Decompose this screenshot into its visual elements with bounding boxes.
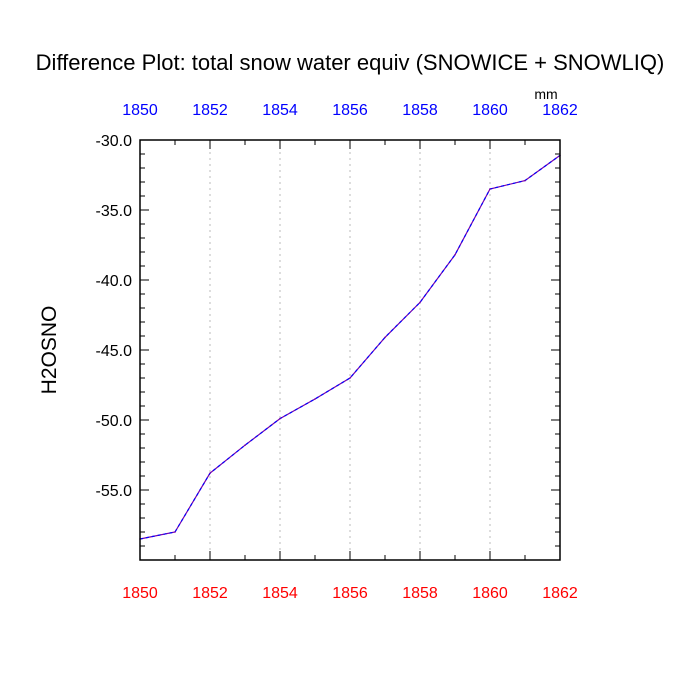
- x-top-tick-label: 1850: [122, 102, 158, 119]
- x-top-tick-label: 1858: [402, 102, 438, 119]
- data-point-1854: [279, 417, 281, 420]
- x-bottom-tick-label: 1860: [472, 585, 508, 602]
- x-bottom-tick-label: 1856: [332, 585, 368, 602]
- data-point-1860: [489, 188, 491, 190]
- chart-title: Difference Plot: total snow water equiv …: [36, 50, 665, 75]
- y-axis-label: H2OSNO: [38, 306, 61, 395]
- data-point-1855: [314, 398, 316, 400]
- data-point-1858: [419, 301, 421, 304]
- data-point-1852: [209, 472, 211, 475]
- grid-lines: [209, 140, 491, 560]
- data-point-1857: [384, 336, 386, 339]
- x-top-tick-label: 1854: [262, 102, 298, 119]
- tick-labels: -30.0 -35.0 -40.0 -45.0 -50.0 -55.0 1850 1850 18…: [96, 102, 578, 602]
- x-bottom-tick-label: 1852: [192, 585, 228, 602]
- data-point-1859: [454, 254, 456, 256]
- x-top-tick-label: 1856: [332, 102, 368, 119]
- y-tick-label: -35.0: [96, 203, 133, 220]
- y-tick-label: -30.0: [96, 133, 133, 150]
- plot-frame: [139, 139, 561, 561]
- units-label: mm: [534, 86, 557, 102]
- x-bottom-tick-label: 1862: [542, 585, 578, 602]
- x-top-tick-label: 1852: [192, 102, 228, 119]
- x-bottom-tick-label: 1854: [262, 585, 298, 602]
- y-tick-label: -45.0: [96, 343, 133, 360]
- y-tick-label: -40.0: [96, 273, 133, 290]
- data-point-1853: [244, 444, 246, 447]
- x-bottom-tick-label: 1858: [402, 585, 438, 602]
- x-top-tick-label: 1862: [542, 102, 578, 119]
- data-point-1861: [524, 179, 526, 182]
- data-point-1851: [174, 531, 176, 533]
- data-series: [139, 154, 561, 540]
- x-bottom-tick-label: 1850: [122, 585, 158, 602]
- x-top-tick-label: 1860: [472, 102, 508, 119]
- y-tick-label: -50.0: [96, 413, 133, 430]
- y-tick-label: -55.0: [96, 483, 133, 500]
- data-point-1856: [349, 377, 351, 379]
